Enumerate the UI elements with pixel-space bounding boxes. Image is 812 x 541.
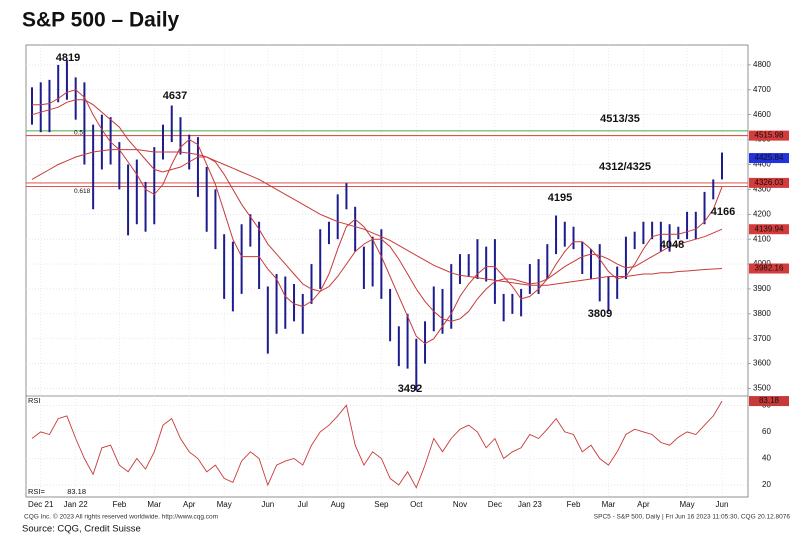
y-tick-label: 4800 [753,60,771,69]
rsi-tick-label: 60 [762,427,771,436]
moving-average [31,99,723,322]
fib-label: 0.5 [74,129,83,136]
annotation: 4312/4325 [599,161,651,173]
x-tick-label: Mar [147,500,161,509]
rsi-readout-label: RSI= [28,487,46,496]
price-marker-box [749,153,789,164]
x-tick-label: Aug [331,500,345,509]
annotation: 4513/35 [600,113,640,125]
price-marker-box [749,177,789,188]
y-tick-label: 3900 [753,284,771,293]
price-marker-box [749,224,789,235]
x-tick-label: Jan 22 [64,500,89,509]
chart-title: S&P 500 – Daily [22,9,180,32]
price-marker: 4515.98 [755,131,784,140]
moving-average [31,149,723,286]
y-tick-label: 4700 [753,85,771,94]
y-tick-label: 4300 [753,184,771,193]
x-tick-label: Feb [567,500,581,509]
source: Source: CQG, Credit Suisse [22,524,141,535]
x-tick-label: Feb [112,500,126,509]
x-tick-label: Sep [374,500,389,509]
rsi-tick-label: 20 [762,480,771,489]
annotation: 4048 [660,239,684,251]
annotation: 4637 [163,90,187,102]
x-tick-label: Jan 23 [518,500,543,509]
x-tick-label: May [217,500,232,509]
plot-frame [25,44,749,498]
y-tick-label: 3600 [753,359,771,368]
annotation: 4166 [711,206,735,218]
price-marker: 4326.03 [755,178,784,187]
fib-label: 0.618 [74,188,91,195]
y-tick-label: 4100 [753,234,771,243]
price-marker: 4139.94 [755,224,784,233]
price-marker-box [749,130,789,141]
y-tick-label: 4600 [753,110,771,119]
footer-right: SPC5 - S&P 500, Daily | Fri Jun 16 2023 … [594,514,791,521]
x-tick-label: Nov [453,500,467,509]
price-marker: 3982.16 [755,264,784,273]
x-tick-label: Mar [602,500,616,509]
annotation: 4819 [56,52,80,64]
rsi-marker: 83.18 [759,396,780,405]
annotation: 4195 [548,192,572,204]
rsi-readout: 83.18 [67,487,86,496]
x-tick-label: May [680,500,695,509]
footer-left: CQG Inc. © 2023 All rights reserved worl… [24,513,218,521]
y-tick-label: 3800 [753,309,771,318]
x-tick-label: Apr [183,500,196,509]
rsi-label: RSI [28,396,41,405]
x-tick-label: Oct [410,500,423,509]
y-tick-label: 3500 [753,384,771,393]
annotation: 3809 [588,308,612,320]
moving-average [32,89,723,345]
rsi-line [31,400,723,489]
price-marker: 4425.84 [755,153,784,162]
y-tick-label: 3700 [753,334,771,343]
x-tick-label: Jul [298,500,308,509]
rsi-tick-label: 40 [762,454,771,463]
y-tick-label: 4200 [753,209,771,218]
x-tick-label: Jun [716,500,729,509]
annotation: 3492 [398,383,422,395]
price-marker-box [749,263,789,274]
x-tick-label: Jun [261,500,274,509]
y-tick-label: 4400 [753,160,771,169]
x-tick-label: Apr [637,500,650,509]
rsi-marker-box [749,396,789,407]
x-tick-label: Dec 21 [28,500,54,509]
x-tick-label: Dec [488,500,502,509]
